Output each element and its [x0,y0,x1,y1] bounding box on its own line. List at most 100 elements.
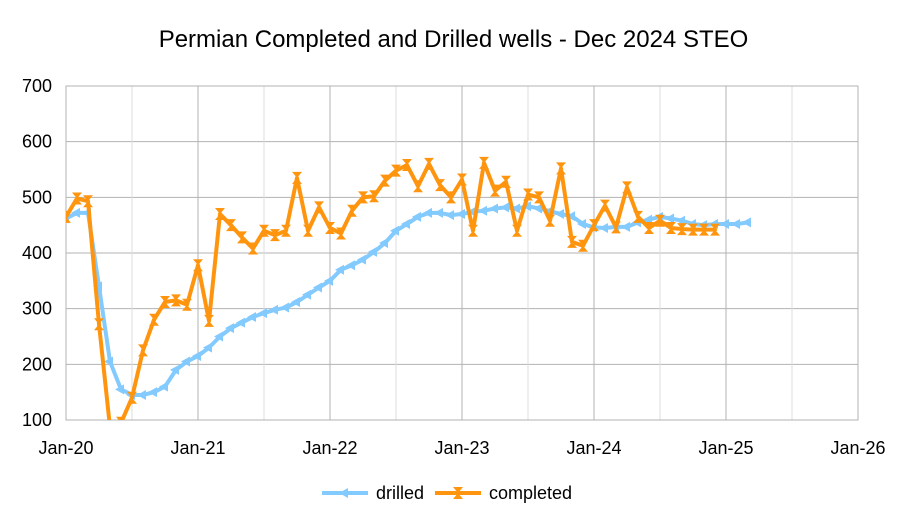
data-point-drilled [599,222,608,233]
data-point-completed [666,221,676,228]
data-point-drilled [577,219,586,230]
data-point-completed [413,186,423,193]
y-tick-label: 600 [22,132,52,152]
data-point-completed [248,248,258,255]
data-point-completed [468,230,478,237]
legend-swatch-marker [453,493,463,499]
data-point-completed [534,191,544,198]
data-point-completed [94,318,104,325]
data-point-drilled [401,219,410,230]
y-tick-label: 500 [22,187,52,207]
data-point-completed [127,397,137,404]
data-point-drilled [280,302,289,313]
data-point-completed [435,179,445,186]
data-point-completed [292,177,302,184]
data-point-completed [303,224,313,231]
gridlines [65,85,859,421]
data-point-completed [138,344,148,351]
data-point-drilled [258,308,267,319]
data-point-completed [688,229,698,236]
data-point-completed [358,197,368,204]
data-point-completed [633,210,643,217]
data-point-completed [303,230,313,237]
data-point-drilled [489,203,498,214]
data-point-completed [655,220,665,227]
data-point-completed [589,225,599,232]
data-point-completed [160,301,170,308]
data-point-completed [589,219,599,226]
data-point-drilled [346,260,355,271]
legend-item-drilled: drilled [322,483,424,503]
data-point-completed [391,164,401,171]
data-point-completed [391,170,401,177]
plot-border [65,85,859,421]
data-point-completed [435,185,445,192]
data-point-drilled [203,342,212,353]
data-point-completed [468,224,478,231]
data-point-completed [556,162,566,169]
data-point-completed [325,221,335,228]
data-point-drilled [379,237,388,248]
data-point-drilled [368,246,377,257]
data-point-completed [611,221,621,228]
data-point-completed [292,171,302,178]
data-point-completed [149,313,159,320]
data-point-drilled [247,312,256,323]
data-point-completed [83,195,93,202]
data-point-completed [644,221,654,228]
x-tick-label: Jan-24 [566,438,621,458]
data-point-drilled [434,207,443,218]
data-point-drilled [192,350,201,361]
data-point-completed [413,180,423,187]
data-point-completed [314,201,324,208]
data-point-drilled [720,219,729,230]
data-point-completed [105,427,115,433]
data-point-completed [666,227,676,234]
data-point-completed [578,245,588,252]
data-point-drilled [291,296,300,307]
data-point-completed [105,421,115,427]
series-layer [66,156,751,433]
data-point-completed [72,192,82,199]
data-point-drilled [390,225,399,236]
data-point-drilled [335,264,344,275]
data-point-completed [457,173,467,180]
data-point-completed [182,304,192,311]
data-point-completed [160,295,170,302]
data-point-drilled [500,202,509,213]
axes: 100 200 300 400 500 600 700 Jan-20 Jan-21 Jan-22 J… [22,76,886,458]
y-tick-label: 400 [22,243,52,263]
data-point-drilled [214,331,223,342]
data-point-drilled [478,205,487,216]
data-point-completed [66,210,71,217]
data-point-completed [600,199,610,206]
data-point-completed [347,210,357,217]
data-point-completed [347,204,357,211]
data-point-completed [567,241,577,248]
data-point-completed [149,319,159,326]
data-point-completed [545,214,555,221]
x-tick-label: Jan-22 [302,438,357,458]
data-point-completed [688,223,698,230]
data-point-drilled [621,221,630,232]
data-point-completed [193,259,203,266]
data-point-completed [446,197,456,204]
data-point-completed [479,156,489,163]
data-point-completed [512,224,522,231]
legend-swatch-marker [453,487,463,493]
data-point-drilled [148,387,157,398]
data-point-completed [204,320,214,327]
data-point-completed [633,216,643,223]
data-point-completed [677,229,687,236]
data-point-completed [534,197,544,204]
data-point-completed [567,235,577,242]
data-point-completed [171,300,181,307]
data-point-completed [226,219,236,226]
data-point-completed [281,230,291,237]
data-point-completed [369,190,379,197]
data-point-completed [699,229,709,236]
data-point-completed [259,230,269,237]
chart-title: Permian Completed and Drilled wells - De… [158,26,749,53]
data-point-completed [270,229,280,236]
data-point-completed [523,194,533,201]
